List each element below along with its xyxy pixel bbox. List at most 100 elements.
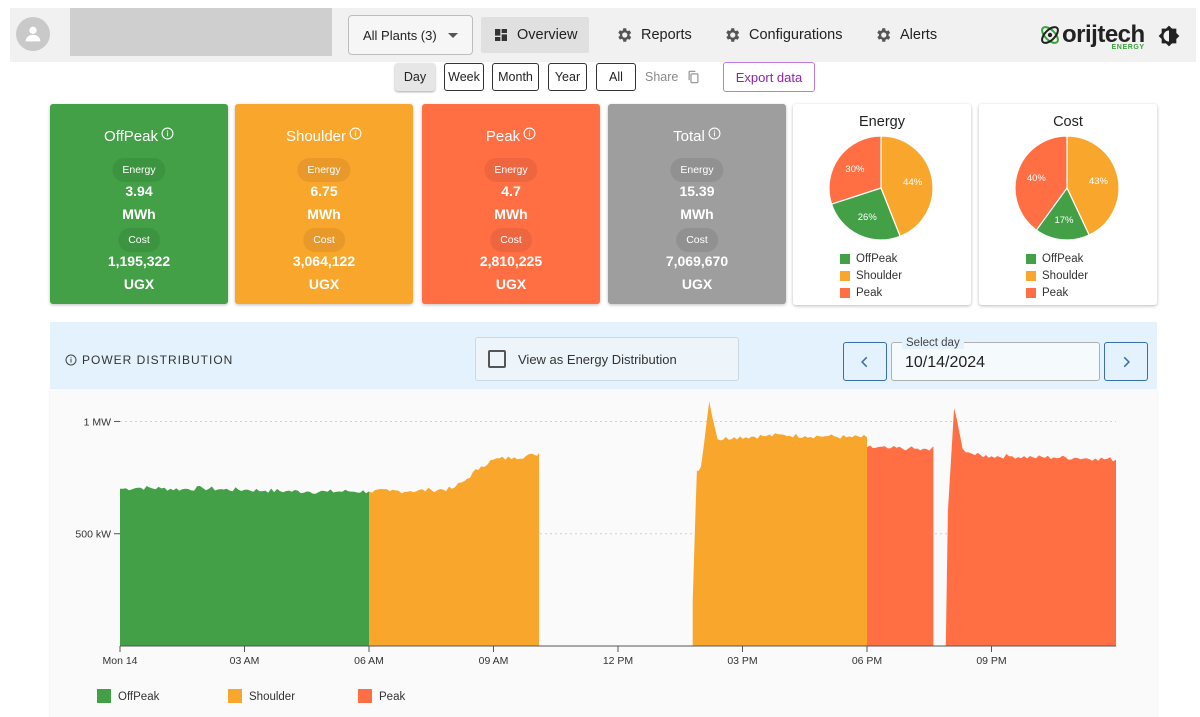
cost-pie-chart: 43% 17% 40% (1014, 136, 1120, 241)
x-tick-label: 09 PM (976, 655, 1006, 667)
info-icon[interactable] (523, 127, 536, 140)
range-day-button[interactable]: Day (395, 63, 435, 91)
info-icon[interactable] (708, 127, 721, 140)
chevron-right-icon (1123, 356, 1130, 367)
energy-pill: Energy (484, 158, 538, 182)
legend-label: OffPeak (856, 252, 898, 265)
legend-swatch (840, 253, 850, 264)
select-day-value: 10/14/2024 (905, 354, 986, 371)
tab-configurations[interactable]: Configurations (711, 17, 855, 53)
info-icon[interactable] (161, 127, 174, 140)
x-tick-label: 12 PM (603, 655, 633, 667)
previous-day-button[interactable] (843, 342, 887, 381)
pie-title: Energy (859, 114, 905, 130)
range-month-button[interactable]: Month (492, 63, 539, 91)
tab-reports[interactable]: Reports (603, 17, 704, 53)
tab-overview[interactable]: Overview (481, 17, 590, 53)
pie-slice-label: 17% (1054, 215, 1074, 226)
info-icon[interactable] (349, 127, 362, 140)
x-tick-label: 09 AM (479, 655, 509, 667)
total-card: Total Energy 15.39 MWh Cost 7,069,670 UG… (608, 104, 786, 304)
energy-value: 3.94 (125, 183, 153, 199)
area-series-offpeak[interactable] (120, 486, 369, 646)
legend-label: Shoulder (1042, 269, 1089, 282)
legend-swatch (1026, 287, 1036, 298)
plants-select[interactable]: All Plants (3) (348, 15, 473, 55)
cost-pie-card: Cost 43% 17% 40% OffPeak Shoulder Peak (979, 104, 1157, 305)
pie-slice-peak[interactable] (828, 136, 882, 205)
chart-legend-swatch (228, 689, 242, 703)
next-day-button[interactable] (1104, 342, 1148, 381)
energy-unit: MWh (307, 206, 341, 222)
energy-pill: Energy (112, 158, 166, 182)
pie-slice-offpeak[interactable] (1035, 186, 1090, 241)
legend-swatch (1026, 253, 1036, 264)
export-data-button[interactable]: Export data (723, 62, 815, 92)
legend-item-shoulder: Shoulder (840, 267, 902, 284)
pie-slice-label: 44% (903, 177, 923, 188)
energy-pill: Energy (297, 158, 351, 182)
card-title: Shoulder (235, 127, 413, 145)
copy-icon (688, 70, 699, 84)
power-distribution-label: POWER DISTRIBUTION (82, 353, 234, 367)
dashboard-icon (495, 29, 507, 41)
chart-legend-swatch (358, 689, 372, 703)
area-series-shoulder[interactable] (369, 401, 867, 646)
tab-label: Configurations (749, 27, 843, 43)
card-title: Total (608, 127, 786, 145)
cost-pill: Cost (490, 228, 532, 252)
chart-legend-label: OffPeak (118, 691, 160, 703)
power-distribution-title: POWER DISTRIBUTION (65, 353, 233, 367)
power-distribution-chart: 500 kW 1 MW Mon 14 03 AM 06 AM 09 AM 12 PM 03 P… (50, 389, 1157, 717)
plants-select-value: All Plants (3) (363, 27, 437, 43)
energy-pie-chart: 44% 26% 30% (828, 136, 934, 241)
energy-pie-card: Energy 44% 26% 30% OffPeak Shoulder Peak (793, 104, 971, 305)
pie-slice-shoulder[interactable] (880, 136, 934, 238)
cost-unit: UGX (308, 276, 340, 292)
range-week-button[interactable]: Week (444, 63, 484, 91)
pie-slice-label: 26% (858, 212, 878, 223)
chart-legend-swatch (97, 689, 111, 703)
tab-label: Alerts (900, 27, 938, 43)
select-day-field[interactable]: Select day 10/14/2024 (891, 337, 1100, 381)
legend-swatch (840, 287, 850, 298)
energy-distribution-checkbox[interactable] (488, 350, 506, 368)
cost-pie-legend: OffPeak Shoulder Peak (1026, 250, 1088, 301)
energy-unit: MWh (494, 206, 528, 222)
cost-pill: Cost (676, 228, 718, 252)
range-all-button[interactable]: All (596, 63, 636, 91)
gear-icon (618, 28, 632, 42)
avatar[interactable] (16, 17, 50, 51)
range-year-button[interactable]: Year (548, 63, 587, 91)
x-tick-label: 06 PM (852, 655, 882, 667)
energy-pie-legend: OffPeak Shoulder Peak (840, 250, 902, 301)
area-series-peak[interactable] (867, 408, 1116, 646)
info-icon[interactable] (65, 354, 77, 366)
gear-icon (726, 28, 740, 42)
redacted-user-name (70, 8, 332, 56)
pie-slice-shoulder[interactable] (1066, 136, 1120, 236)
legend-swatch (840, 270, 850, 281)
share-button[interactable]: Share (645, 69, 701, 85)
cost-pill: Cost (118, 228, 160, 252)
x-tick-label: 03 AM (230, 655, 260, 667)
pie-slice-label: 30% (845, 164, 865, 175)
cost-unit: UGX (681, 276, 713, 292)
chart-legend-label: Shoulder (249, 691, 295, 703)
pie-slice-offpeak[interactable] (830, 187, 901, 241)
tab-alerts[interactable]: Alerts (862, 17, 949, 53)
tab-label: Overview (517, 27, 578, 43)
logo-mark-icon (1041, 26, 1059, 44)
theme-toggle-button[interactable] (1158, 25, 1180, 47)
legend-label: Peak (1042, 286, 1069, 299)
legend-label: Peak (856, 286, 883, 299)
y-tick-label: 500 kW (75, 529, 111, 541)
energy-distribution-toggle[interactable]: View as Energy Distribution (475, 337, 739, 381)
pie-slice-peak[interactable] (1014, 136, 1068, 231)
x-tick-label: 06 AM (354, 655, 384, 667)
share-label: Share (645, 70, 679, 84)
power-area-chart: 500 kW 1 MW Mon 14 03 AM 06 AM 09 AM 12 PM 03 P… (75, 401, 1116, 703)
energy-unit: MWh (122, 206, 156, 222)
peak-card: Peak Energy 4.7 MWh Cost 2,810,225 UGX (422, 104, 600, 304)
